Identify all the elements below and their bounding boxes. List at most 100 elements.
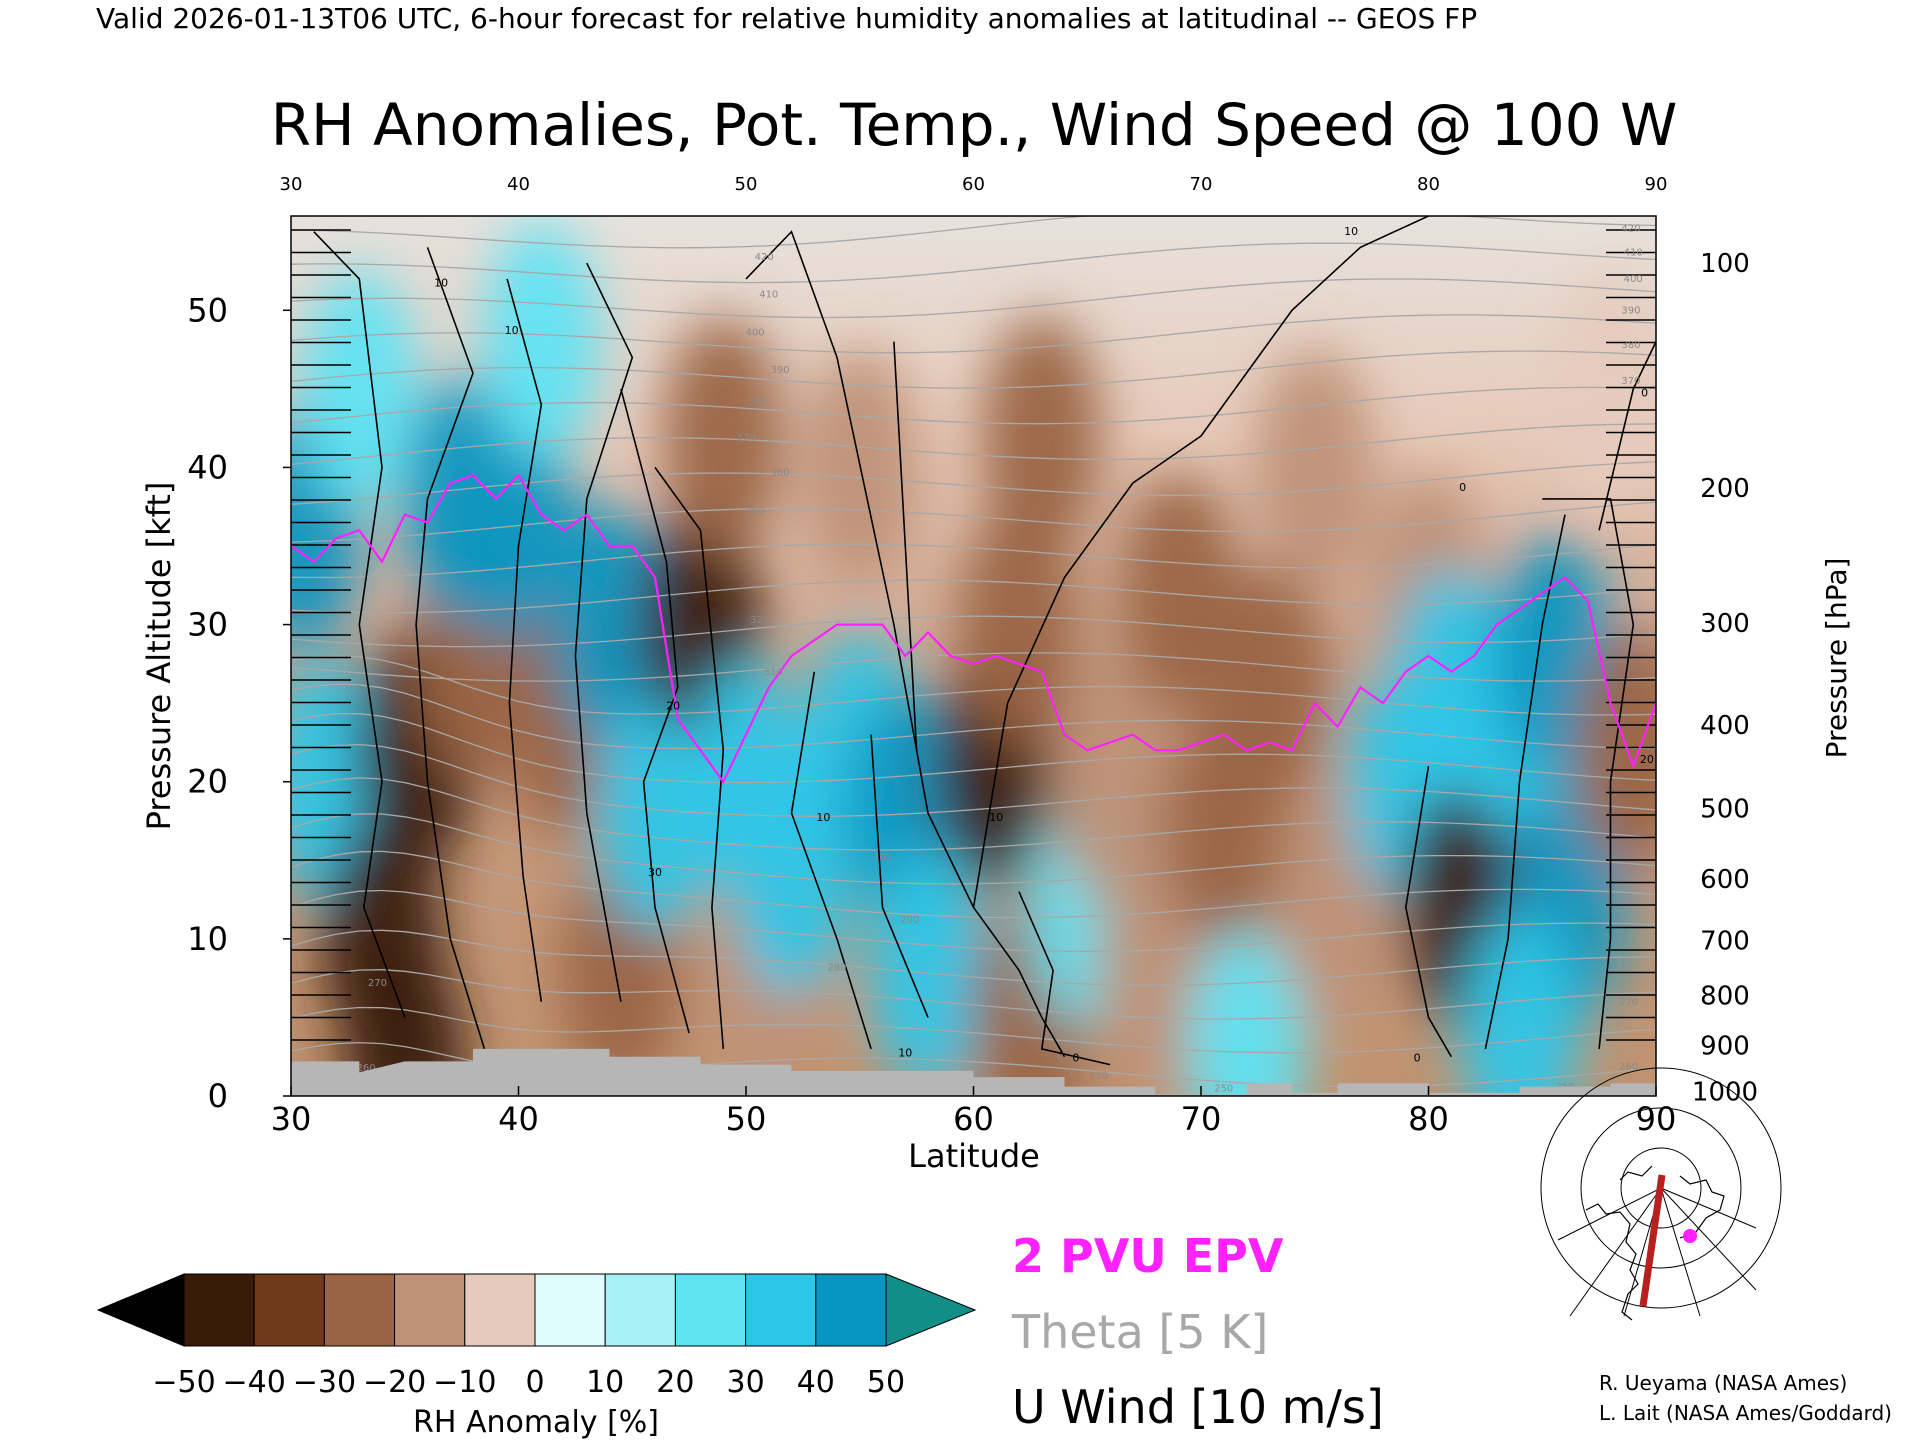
top-axis: 30 40 50 60 70 80 90 [280,174,1668,195]
wind-contour-9 [870,734,929,1018]
wind-label-6: 10 [816,811,830,824]
theta-contour-13 [291,615,1656,648]
x-tick-label-1: 40 [498,1100,539,1138]
pressure-axis-label: Pressure [hPa] [1820,558,1853,759]
y-tick-label-5: 50 [187,291,228,329]
theta-label-18: 410 [1624,247,1643,258]
colorbar-tick-7: 20 [656,1365,694,1400]
theta-contour-15 [291,543,1656,579]
rh-region-33 [1209,567,1330,808]
colorbar-segment-5 [534,1273,606,1347]
rh-region-26 [981,316,1102,556]
pressure-tick-label-9: 1000 [1692,1077,1758,1107]
theta-contour-17 [291,461,1656,505]
theta-contour-23 [291,242,1656,284]
theta-contour-labels: 4204104003903803703603503203103002902802… [357,224,1643,1095]
theta-contour-4 [291,889,1656,953]
pressure-tick-label-0: 100 [1700,249,1750,279]
credit-line-1: R. Ueyama (NASA Ames) [1599,1371,1847,1395]
theta-contour-24 [291,216,1656,249]
theta-contour-1 [291,1006,1656,1054]
colorbar: −50 −40 −30 −20 −10 0 10 20 30 40 50 [96,1273,977,1400]
wind-contour-7 [893,341,918,751]
theta-contour-5 [291,850,1656,919]
credit-line-2: L. Lait (NASA Ames/Goddard) [1599,1401,1892,1425]
theta-contour-20 [291,350,1656,389]
pressure-tick-label-2: 300 [1700,609,1750,639]
colorbar-tick-10: 50 [867,1365,905,1400]
theta-label-14: 260 [357,1063,376,1074]
colorbar-segment-4 [464,1273,536,1347]
pressure-tick-label-5: 600 [1700,865,1750,895]
top-tick-label-0: 30 [280,174,303,195]
colorbar-tick-1: −40 [223,1365,286,1400]
x-axis: 30 40 50 60 70 80 90 [271,1086,1676,1138]
theta-label-19: 400 [1624,274,1643,285]
x-axis-label: Latitude [908,1137,1040,1175]
theta-contour-6 [291,813,1656,885]
theta-label-4: 380 [748,397,767,408]
theta-label-22: 370 [1621,376,1640,387]
wind-label-11: 0 [1072,1051,1079,1064]
theta-label-12: 280 [827,962,846,973]
theta-label-21: 380 [1621,340,1640,351]
theta-contour-16 [291,501,1656,543]
theta-label-10: 300 [873,852,892,863]
theta-contour-18 [291,423,1656,465]
rh-region-28 [1050,661,1170,902]
colorbar-right-arrow [885,1273,977,1347]
theta-contour-9 [291,713,1656,784]
x-tick-label-0: 30 [271,1100,312,1138]
colorbar-tick-8: 30 [727,1365,765,1400]
pressure-tick-label-7: 800 [1700,981,1750,1011]
theta-label-6: 360 [771,467,790,478]
y-axis-label: Pressure Altitude [kft] [140,482,178,831]
colorbar-segment-9 [815,1273,887,1347]
valid-time-line: Valid 2026-01-13T06 UTC, 6-hour forecast… [96,2,1477,35]
pressure-axis: 100 200 300 400 500 600 700 800 900 1000 [1692,249,1758,1107]
wind-label-5: 30 [648,866,662,879]
top-tick-label-6: 90 [1645,174,1668,195]
wind-label-9: 0 [1459,481,1466,494]
y-tick-label-1: 10 [187,920,228,958]
wind-contour-12 [1404,765,1452,1058]
chart-title: RH Anomalies, Pot. Temp., Wind Speed @ 1… [271,91,1678,159]
rh-region-2 [299,268,420,509]
colorbar-tick-4: −10 [433,1365,496,1400]
wind-label-8: 10 [898,1047,912,1060]
colorbar-segment-6 [604,1273,676,1347]
wind-contour-1 [415,247,486,1050]
top-tick-label-3: 60 [962,174,985,195]
wind-label-3: 20 [666,699,680,712]
theta-label-15: 250 [1089,1071,1108,1082]
colorbar-segment-0 [183,1273,255,1347]
rh-anomaly-field [291,221,1656,1096]
colorbar-segment-7 [674,1273,747,1347]
y-tick-label-3: 30 [187,606,228,644]
colorbar-segment-8 [745,1273,817,1347]
theta-contour-8 [291,743,1656,817]
colorbar-tick-3: −20 [363,1365,426,1400]
wind-contour-5 [654,466,725,1049]
theta-label-16: 250 [1214,1083,1233,1094]
theta-contour-3 [291,929,1656,986]
x-tick-label-5: 80 [1408,1100,1449,1138]
theta-label-2: 400 [746,327,765,338]
y-axis: 0 10 20 30 40 50 [187,291,291,1115]
wind-label-4: 20 [1640,753,1654,766]
wind-contour-15 [1598,341,1656,531]
rh-region-8 [458,410,579,651]
theta-label-20: 390 [1621,305,1640,316]
plot-area: 4204104003903803703603503203103002902802… [291,216,1656,1096]
theta-contour-12 [291,652,1656,682]
legend-epv: 2 PVU EPV [1012,1229,1284,1283]
colorbar-tick-2: −30 [293,1365,356,1400]
theta-label-24: 260 [1619,1061,1638,1072]
rh-region-10 [481,221,602,462]
wind-contour-6 [745,230,1066,1058]
colorbar-tick-9: 40 [797,1365,835,1400]
wind-label-12: 0 [1414,1051,1421,1064]
theta-label-7: 350 [746,507,765,518]
